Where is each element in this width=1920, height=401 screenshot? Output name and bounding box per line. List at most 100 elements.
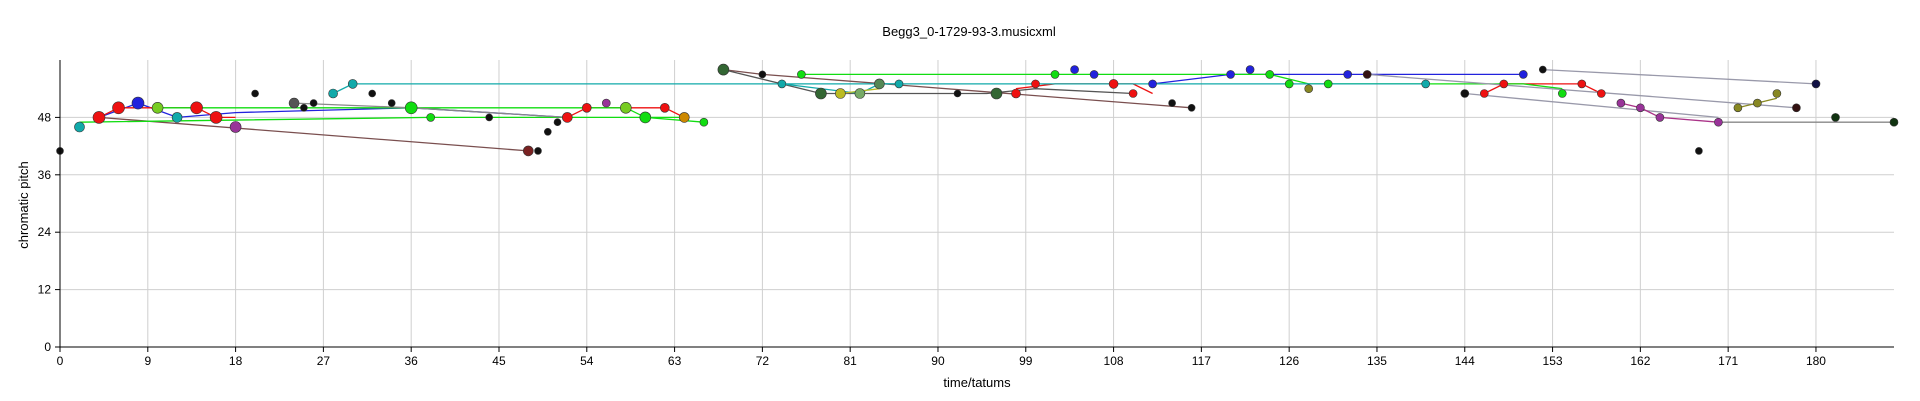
data-point [426,113,436,122]
data-point [1265,70,1274,79]
data-point [758,70,767,79]
data-point [151,102,164,114]
data-point [1050,70,1060,79]
data-point [1128,89,1138,98]
data-point [639,111,652,124]
data-point [522,145,534,157]
data-point [1168,99,1176,107]
data-point [1655,113,1665,122]
data-point [1577,79,1587,89]
data-point [1304,84,1313,93]
series-line [1542,68,1817,85]
x-tick-label: 81 [844,354,858,368]
data-point [1108,79,1119,89]
data-point [990,87,1003,100]
y-axis-label: chromatic pitch [16,161,31,248]
data-point [1226,70,1235,79]
data-point [1148,79,1157,89]
data-point [368,89,377,98]
x-tick-label: 63 [668,354,682,368]
y-tick-label: 48 [38,110,52,124]
data-point [874,78,885,90]
data-point [854,88,866,99]
data-point [251,89,259,98]
x-tick-label: 72 [756,354,770,368]
data-point [74,121,85,133]
data-point [699,117,709,127]
data-point [835,88,846,99]
y-tick-label: 24 [38,225,52,239]
series-line [79,116,685,123]
series-line [1152,73,1524,85]
data-point [678,112,690,123]
data-point [171,112,183,123]
data-point [1831,113,1840,122]
series-line [1464,92,1719,119]
series-line [723,68,1134,95]
chart-title: Begg3_0-1729-93-3.musicxml [882,24,1056,39]
data-point [112,101,125,115]
x-tick-label: 171 [1718,354,1738,368]
x-tick-label: 162 [1630,354,1650,368]
data-point [1031,79,1040,89]
data-point [1421,79,1430,89]
x-tick-label: 36 [405,354,419,368]
data-point [1070,65,1079,74]
data-point [553,118,562,126]
x-tick-label: 54 [580,354,594,368]
x-tick-label: 18 [229,354,243,368]
data-point [328,88,338,99]
axes [59,60,1894,348]
x-axis-label: time/tatums [943,375,1011,390]
data-point [1323,79,1333,89]
data-point [1733,103,1743,113]
data-point [131,96,145,110]
y-tick-label: 36 [38,168,52,182]
x-tick-label: 9 [144,354,151,368]
series-line [1620,102,1719,123]
data-point [1753,98,1762,108]
data-point [1284,79,1294,89]
data-point [288,97,300,109]
data-point [561,112,573,123]
data-point [1616,98,1626,108]
data-point [1499,79,1509,89]
data-point [485,113,494,122]
data-point [1460,89,1470,98]
data-point [1792,103,1801,113]
series-line [1484,83,1602,95]
data-point [1539,65,1547,74]
x-tick-label: 153 [1543,354,1563,368]
data-point [619,102,632,114]
tick-labels: 0 9 18 27 36 45 54 63 72 81 90 99 108 117 126 135 144 153… [38,110,1827,368]
data-point [581,103,592,113]
data-point [92,111,106,124]
series-line [332,83,1426,95]
x-tick-label: 180 [1806,354,1826,368]
data-point [815,87,827,100]
x-tick-label: 0 [57,354,64,368]
data-point [1343,70,1352,79]
data-point [894,79,904,89]
data-point [1597,89,1606,98]
x-tick-label: 45 [492,354,506,368]
data-point [797,70,806,79]
data-point [1772,89,1782,98]
data-point [1636,103,1645,113]
data-point [1889,117,1899,127]
data-point [309,99,318,107]
series-line [98,116,529,152]
data-point [387,99,396,107]
x-tick-label: 144 [1455,354,1475,368]
data-point [717,63,730,76]
data-point [1089,70,1099,79]
data-point [601,98,611,108]
data-markers [56,63,1899,157]
data-point [1245,65,1255,74]
x-tick-label: 108 [1104,354,1124,368]
data-point [1811,79,1821,89]
data-point [1519,70,1528,79]
data-point [953,89,962,98]
data-point [190,101,203,115]
